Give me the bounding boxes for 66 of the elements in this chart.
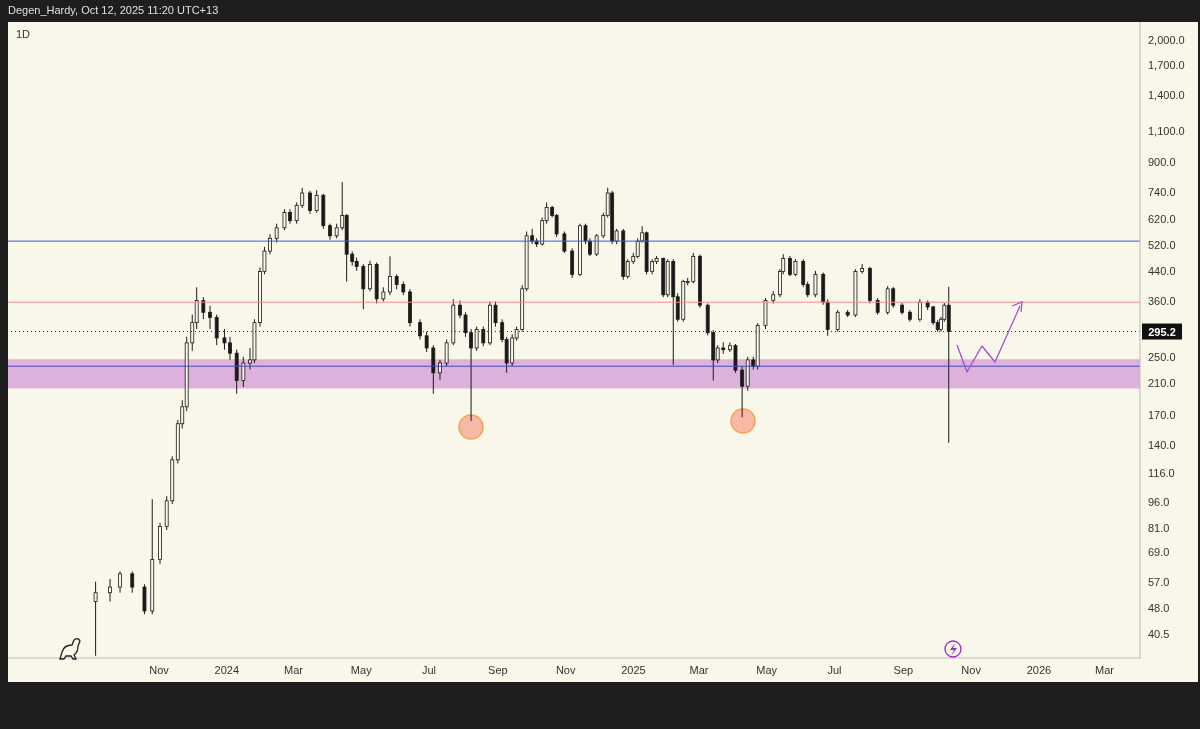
candlestick xyxy=(740,365,745,418)
y-tick-label: 57.0 xyxy=(1148,575,1170,588)
candlestick xyxy=(314,189,319,214)
candlestick xyxy=(361,263,366,310)
x-tick-label: Jul xyxy=(422,663,437,676)
x-tick-label: Nov xyxy=(555,663,576,676)
y-tick-label: 170.0 xyxy=(1148,409,1176,422)
candlestick xyxy=(444,339,449,367)
y-tick-label: 620.0 xyxy=(1148,212,1176,225)
x-tick-label: 2025 xyxy=(621,663,646,676)
text: 1D xyxy=(16,28,31,40)
y-tick-label: 1,400.0 xyxy=(1148,88,1185,101)
x-tick-label: Nov xyxy=(149,663,170,676)
candlestick xyxy=(635,237,640,259)
x-tick-label: Mar xyxy=(689,663,709,676)
y-tick-label: 81.0 xyxy=(1148,522,1170,535)
candlestick xyxy=(562,230,567,254)
candlestick xyxy=(424,331,429,353)
x-tick-label: 2026 xyxy=(1026,663,1052,676)
text: Degen_Hardy, Oct 12, 2025 11:20 UTC+13 xyxy=(8,4,219,16)
candlestick xyxy=(274,223,279,244)
ref-line-label: 295.2 xyxy=(1148,325,1176,338)
y-tick-label: 2,000.0 xyxy=(1148,34,1185,47)
x-tick-label: 2024 xyxy=(214,663,240,676)
candlestick xyxy=(108,578,112,603)
candlestick xyxy=(594,233,599,257)
y-tick-label: 48.0 xyxy=(1148,601,1170,614)
candlestick xyxy=(130,570,135,594)
candlestick xyxy=(481,326,486,347)
candlestick xyxy=(241,356,246,388)
x-tick-label: May xyxy=(350,663,373,676)
candlestick xyxy=(142,583,147,615)
y-tick-label: 140.0 xyxy=(1148,438,1176,451)
candlestick xyxy=(917,298,922,323)
x-tick-label: Nov xyxy=(961,663,982,676)
candlestick xyxy=(438,359,442,381)
candlestick xyxy=(835,309,840,333)
x-tick-label: Mar xyxy=(284,663,304,676)
y-tick-label: 96.0 xyxy=(1148,496,1170,509)
x-tick-label: Sep xyxy=(893,663,914,676)
y-tick-label: 900.0 xyxy=(1148,155,1176,168)
x-tick-label: Sep xyxy=(488,663,508,676)
y-tick-label: 1,100.0 xyxy=(1148,125,1185,138)
candlestick xyxy=(208,305,212,330)
x-tick-label: May xyxy=(756,663,778,676)
candlestick xyxy=(308,190,312,215)
y-tick-label: 1,700.0 xyxy=(1148,59,1185,72)
candlestick xyxy=(813,270,818,298)
y-tick-label: 116.0 xyxy=(1148,467,1175,480)
y-tick-label: 210.0 xyxy=(1148,377,1176,390)
y-tick-label: 69.0 xyxy=(1148,546,1170,559)
y-tick-label: 250.0 xyxy=(1148,350,1176,363)
candlestick xyxy=(93,581,98,657)
candlestick xyxy=(388,255,392,296)
x-tick-label: Jul xyxy=(827,663,842,676)
candlestick xyxy=(214,314,219,346)
y-tick-label: 360.0 xyxy=(1148,295,1176,308)
candlestick xyxy=(860,263,865,275)
y-tick-label: 440.0 xyxy=(1148,264,1176,277)
candlestick xyxy=(570,247,575,279)
x-tick-label: Mar xyxy=(1094,663,1115,676)
y-tick-label: 740.0 xyxy=(1148,185,1176,198)
candlestick xyxy=(418,318,422,341)
candlestick xyxy=(118,570,122,594)
y-tick-label: 40.5 xyxy=(1148,627,1170,640)
y-tick-label: 520.0 xyxy=(1148,239,1176,252)
